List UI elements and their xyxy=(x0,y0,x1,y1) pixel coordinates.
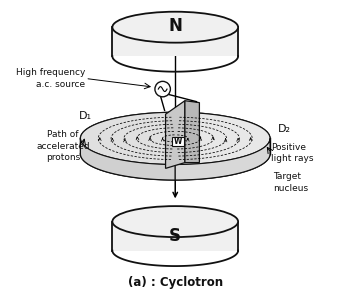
Text: Positive
light rays: Positive light rays xyxy=(271,142,314,163)
Polygon shape xyxy=(80,138,175,180)
Text: S: S xyxy=(169,227,181,245)
Polygon shape xyxy=(172,137,184,146)
Circle shape xyxy=(155,81,170,97)
Text: Path of
accelerated
protons: Path of accelerated protons xyxy=(36,130,90,163)
Text: W: W xyxy=(174,137,182,146)
Polygon shape xyxy=(175,138,270,180)
Text: (a) : Cyclotron: (a) : Cyclotron xyxy=(128,276,223,289)
Polygon shape xyxy=(175,112,270,165)
Text: Target
nucleus: Target nucleus xyxy=(273,172,308,193)
Text: N: N xyxy=(168,17,182,35)
Polygon shape xyxy=(113,27,238,56)
Polygon shape xyxy=(113,222,238,251)
Polygon shape xyxy=(185,101,199,163)
Ellipse shape xyxy=(80,112,270,165)
Ellipse shape xyxy=(113,12,238,43)
Polygon shape xyxy=(80,138,270,154)
Ellipse shape xyxy=(113,206,238,237)
Text: High frequency
a.c. source: High frequency a.c. source xyxy=(16,68,85,89)
Polygon shape xyxy=(166,101,185,168)
Text: D₁: D₁ xyxy=(79,111,92,121)
Text: D₂: D₂ xyxy=(278,124,291,134)
Polygon shape xyxy=(80,112,175,165)
